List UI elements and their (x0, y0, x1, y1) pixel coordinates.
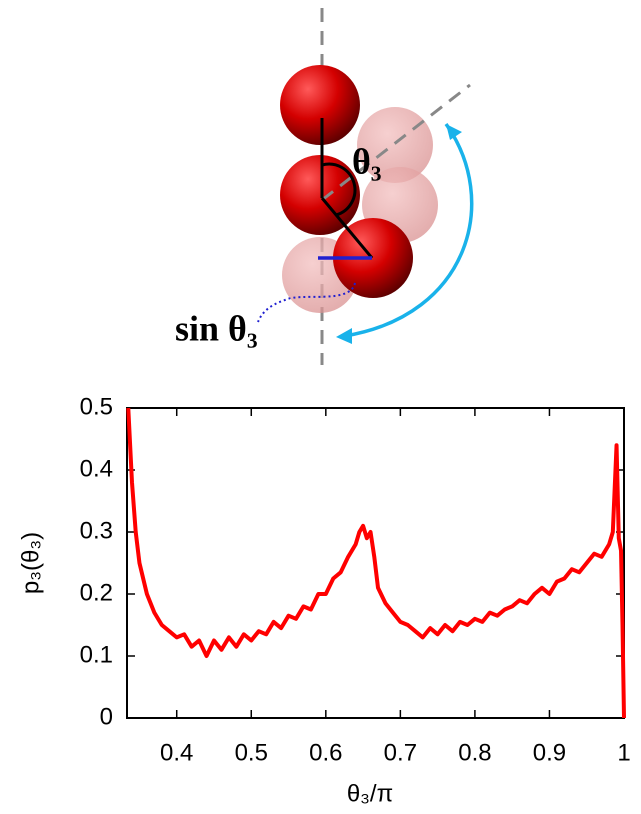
angle-arc (321, 162, 357, 217)
x-tick-label: 1 (617, 739, 630, 766)
arrow-head (446, 124, 462, 140)
projection-label: sin θ₃ (175, 308, 258, 348)
sphere (333, 218, 413, 298)
y-tick-label: 0.2 (80, 579, 113, 606)
plot-frame (126, 407, 625, 719)
x-tick-label: 0.7 (384, 739, 417, 766)
illustration: θ₃ sin θ₃ (175, 8, 474, 365)
ghost-sphere (357, 107, 433, 183)
pointer (257, 282, 356, 323)
y-axis-label: p₃(θ₃) (17, 532, 44, 594)
angle-label: θ₃ (352, 141, 382, 181)
bond (320, 197, 374, 259)
x-tick-label: 0.5 (235, 739, 268, 766)
y-tick-label: 0.4 (80, 455, 113, 482)
x-tick-label: 0.6 (309, 739, 342, 766)
y-tick-label: 0.1 (80, 641, 113, 668)
y-tick-label: 0 (100, 703, 113, 730)
x-tick-label: 0.8 (458, 739, 491, 766)
data-line (126, 407, 626, 719)
rotation-arrow (344, 122, 474, 338)
axis-dash (321, 83, 471, 202)
sphere (280, 155, 360, 235)
y-tick-label: 0.5 (80, 393, 113, 420)
y-tick-label: 0.3 (80, 517, 113, 544)
x-tick-label: 0.9 (533, 739, 566, 766)
arrow-head (336, 328, 352, 344)
x-tick-label: 0.4 (160, 739, 193, 766)
x-axis-label: θ₃/π (347, 780, 393, 807)
sphere (280, 65, 360, 145)
